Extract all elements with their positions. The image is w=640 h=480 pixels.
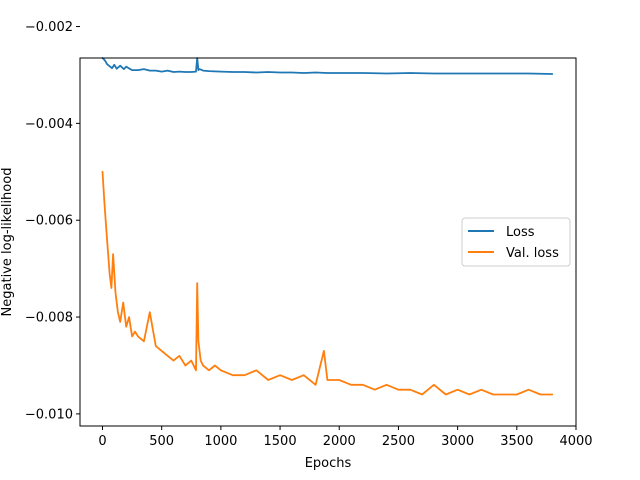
x-tick-label: 2500: [382, 434, 415, 449]
x-tick-label: 1500: [264, 434, 297, 449]
x-tick-label: 2000: [323, 434, 356, 449]
y-tick-label: −0.006: [25, 214, 73, 229]
legend-label: Loss: [506, 225, 535, 240]
y-tick-label: −0.010: [25, 407, 73, 422]
x-tick-label: 0: [98, 434, 106, 449]
plot-lines: [101, 57, 554, 396]
x-tick-label: 4000: [559, 434, 592, 449]
series-line-1: [101, 170, 554, 396]
x-tick-label: 500: [149, 434, 174, 449]
legend: Loss Val. loss: [461, 217, 571, 267]
x-tick-label: 3500: [500, 434, 533, 449]
x-tick-label: 3000: [441, 434, 474, 449]
x-tick-label: 1000: [204, 434, 237, 449]
axes-frame: [79, 57, 577, 427]
y-tick-label: −0.002: [25, 20, 73, 35]
series-line-0: [101, 57, 554, 75]
y-axis-ticks: −0.010 −0.008 −0.006 −0.004 −0.002: [25, 20, 80, 422]
y-tick-label: −0.004: [25, 117, 73, 132]
legend-label: Val. loss: [506, 246, 559, 261]
x-axis-ticks: 0 500 1000 1500 2000 2500 3000 3500 4000: [98, 426, 593, 449]
x-axis-label: Epochs: [305, 456, 352, 471]
y-tick-label: −0.008: [25, 311, 73, 326]
y-axis-label: Negative log-likelihood: [0, 168, 15, 317]
